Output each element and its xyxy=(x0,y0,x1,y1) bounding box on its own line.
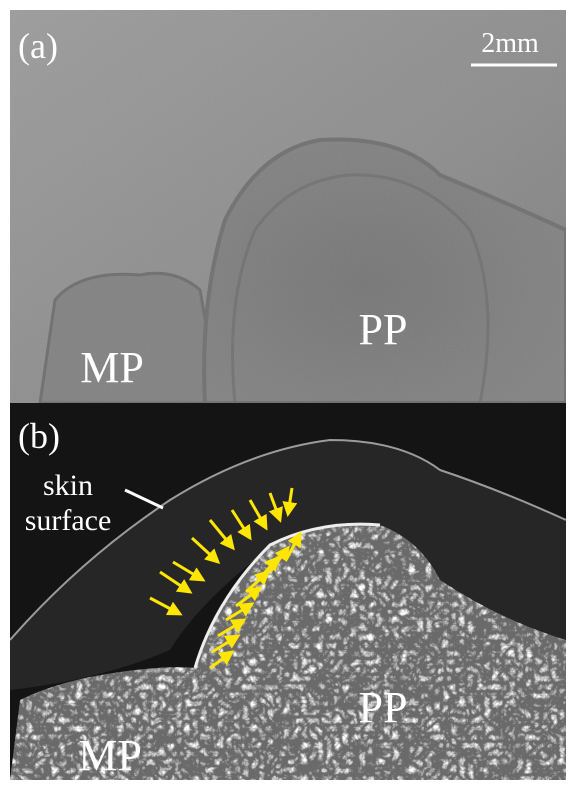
region-label: MP xyxy=(80,343,144,392)
annotation: skin xyxy=(43,469,93,502)
panel-label: (b) xyxy=(18,416,60,456)
figure: (a) 2mm MP PP xyxy=(0,0,576,790)
scale-bar-label: 2mm xyxy=(481,28,539,59)
annotation: surface xyxy=(25,504,112,537)
panel-label: (a) xyxy=(18,26,58,66)
region-label: PP xyxy=(359,305,408,354)
panel-a: (a) 2mm MP PP xyxy=(10,10,566,403)
region-label: PP xyxy=(359,683,408,732)
region-label: MP xyxy=(78,731,142,780)
panel-b: (b) skin surface MP PP xyxy=(10,403,566,780)
page: (a) 2mm MP PP xyxy=(0,0,576,790)
